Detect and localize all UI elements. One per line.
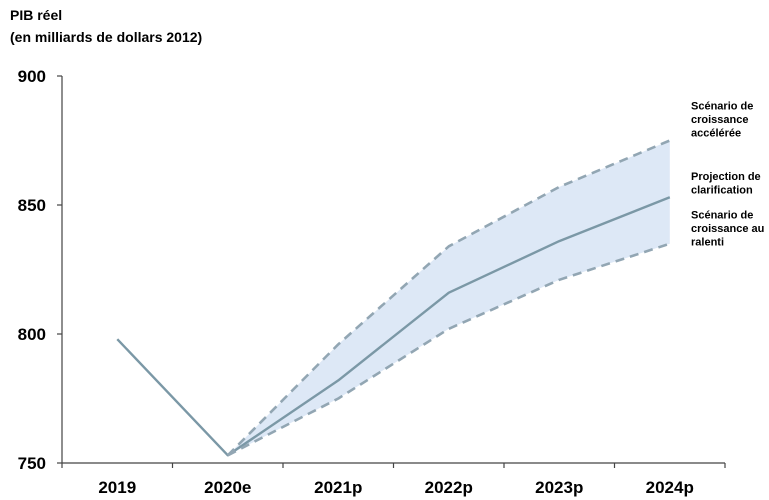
- series-annotations: Scénario decroissanceaccéléréeProjection…: [691, 101, 764, 249]
- axes: [57, 75, 726, 468]
- annotation-line: croissance: [691, 114, 748, 126]
- x-tick-labels: 2019 2020e 2021p 2022p 2023p 2024p: [98, 478, 694, 497]
- x-tick-label: 2019: [98, 478, 136, 497]
- annotation-line: accélérée: [691, 128, 741, 140]
- y-tick-label: 750: [18, 454, 46, 473]
- projection-line: [116, 196, 671, 457]
- accelerated-scenario-line: [226, 139, 671, 457]
- y-axis-label-line-1: PIB réel: [10, 7, 62, 23]
- slowdown-scenario-line: [227, 242, 671, 457]
- y-tick-label: 900: [18, 67, 46, 86]
- series-lines: [116, 139, 671, 457]
- annotation-line: Projection de: [691, 171, 761, 183]
- y-tick-label: 850: [18, 196, 46, 215]
- projection-band-layer: [227, 140, 670, 456]
- annotation-line: clarification: [691, 184, 753, 196]
- x-tick-label: 2020e: [204, 478, 251, 497]
- x-tick-label: 2021p: [314, 478, 362, 497]
- x-tick-label: 2024p: [646, 478, 694, 497]
- y-axis-label: PIB réel (en milliards de dollars 2012): [10, 7, 202, 45]
- annotation-line: Scénario de: [691, 101, 753, 113]
- x-tick-label: 2023p: [535, 478, 583, 497]
- y-tick-label: 800: [18, 325, 46, 344]
- projection-band: [227, 140, 670, 456]
- annotation-line: ralenti: [691, 237, 724, 249]
- y-tick-labels: 750 800 850 900: [18, 67, 46, 473]
- x-tick-label: 2022p: [425, 478, 473, 497]
- annotation-line: croissance au: [691, 223, 764, 235]
- annotation-line: Scénario de: [691, 210, 753, 222]
- y-axis-label-line-2: (en milliards de dollars 2012): [10, 29, 202, 45]
